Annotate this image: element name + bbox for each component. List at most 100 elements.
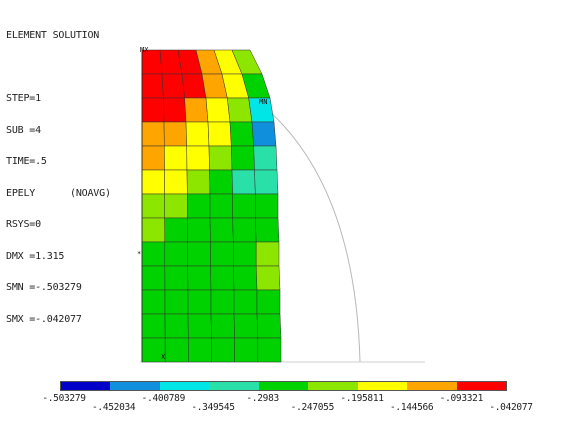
max-marker-label: MX — [140, 46, 149, 54]
legend-label: -.452034 — [91, 402, 136, 413]
node-marker-star: * — [137, 250, 141, 258]
legend-label: -.400789 — [141, 393, 186, 404]
mesh-element — [208, 145, 233, 171]
legend-color-5 — [308, 382, 358, 390]
mesh-element — [256, 313, 282, 339]
legend-label: -.144566 — [389, 402, 434, 413]
mesh-element — [141, 289, 166, 315]
mesh-element — [257, 337, 282, 363]
mesh-element — [141, 265, 166, 291]
legend-label: -.093321 — [439, 393, 484, 404]
mesh-element — [232, 217, 257, 243]
mesh-element — [209, 193, 233, 219]
legend-color-2 — [159, 382, 210, 390]
legend-label: -.247055 — [290, 402, 335, 413]
legend-color-3 — [209, 382, 259, 390]
mesh-element — [209, 169, 233, 195]
mesh-element — [232, 193, 256, 219]
axis-x-label: X — [161, 353, 166, 361]
mesh-element — [141, 217, 166, 243]
mesh-element — [164, 265, 189, 291]
mesh-element — [141, 241, 166, 267]
info-time: TIME=.5 — [6, 156, 47, 167]
mesh-element — [187, 217, 211, 243]
legend-color-4 — [258, 382, 309, 390]
info-item: EPELY (NOAVG) — [6, 187, 111, 199]
mesh-element — [141, 97, 165, 123]
mesh-element — [210, 313, 235, 339]
undeformed-outline-arc — [246, 92, 361, 363]
contour-legend-bar — [60, 381, 507, 391]
legend-label: -.503279 — [42, 393, 86, 404]
info-rsys: RSYS=0 — [6, 219, 41, 230]
mesh-element — [234, 337, 259, 363]
mesh-element — [164, 289, 189, 315]
legend-color-0 — [61, 382, 111, 390]
mesh-element — [205, 97, 231, 123]
legend-color-8 — [456, 382, 506, 390]
info-smn: SMN =-.503279 — [6, 282, 82, 293]
info-dmx: DMX =1.315 — [6, 250, 65, 262]
mesh-element — [141, 169, 165, 195]
mesh-element — [163, 121, 187, 147]
info-smx: SMX =-.042077 — [6, 313, 82, 325]
mesh-element — [227, 97, 253, 123]
mesh-element — [255, 265, 281, 291]
mesh-element — [188, 337, 212, 363]
mesh-element — [164, 241, 188, 267]
mesh-element — [187, 193, 211, 219]
mesh-element — [209, 217, 234, 243]
mesh-element — [233, 241, 257, 267]
mesh-element — [256, 289, 281, 315]
mesh-element — [163, 97, 187, 123]
info-step: STEP=1 — [6, 93, 41, 104]
legend-color-1 — [110, 382, 160, 390]
legend-label: -.349545 — [191, 402, 235, 413]
mesh-element — [210, 241, 234, 267]
mesh-element — [255, 193, 279, 219]
mesh-element — [141, 121, 165, 147]
mesh-element — [231, 145, 255, 171]
legend-label: -.195811 — [340, 393, 384, 404]
mesh-element — [207, 121, 232, 147]
mesh-element — [187, 265, 212, 291]
mesh-element — [253, 145, 278, 171]
contour-mesh — [141, 49, 282, 363]
mesh-element — [255, 241, 280, 267]
mesh-element — [164, 145, 188, 171]
mesh-element — [229, 121, 254, 147]
mesh-element — [141, 145, 165, 171]
result-info-panel: ELEMENT SOLUTION STEP=1 SUB =4 TIME=.5 E… — [6, 10, 111, 336]
mesh-element — [233, 313, 259, 339]
mesh-element — [186, 145, 210, 171]
mesh-element — [164, 169, 188, 195]
mesh-element — [187, 241, 211, 267]
mesh-element — [185, 121, 210, 147]
mesh-element — [164, 337, 189, 363]
mesh-element — [255, 217, 280, 243]
mesh-element — [186, 169, 211, 195]
mesh-element — [161, 73, 185, 99]
mesh-element — [164, 217, 188, 243]
mesh-element — [141, 313, 166, 339]
legend-color-7 — [407, 382, 457, 390]
mesh-element — [210, 265, 235, 291]
mesh-element — [254, 169, 279, 195]
mesh-element — [187, 289, 212, 315]
mesh-element — [141, 193, 165, 219]
mesh-element — [184, 97, 209, 123]
mesh-element — [141, 73, 164, 99]
mesh-element — [187, 313, 212, 339]
info-substep: SUB =4 — [6, 124, 41, 136]
legend-label: -.2983 — [246, 393, 279, 404]
mesh-element — [231, 169, 256, 195]
mesh-element — [233, 289, 258, 315]
legend-color-6 — [357, 382, 408, 390]
mesh-element — [164, 313, 189, 339]
info-title: ELEMENT SOLUTION — [6, 30, 100, 41]
mesh-element — [211, 337, 235, 363]
legend-label: -.042077 — [489, 402, 533, 413]
mesh-element — [164, 193, 188, 219]
mesh-element — [210, 289, 235, 315]
